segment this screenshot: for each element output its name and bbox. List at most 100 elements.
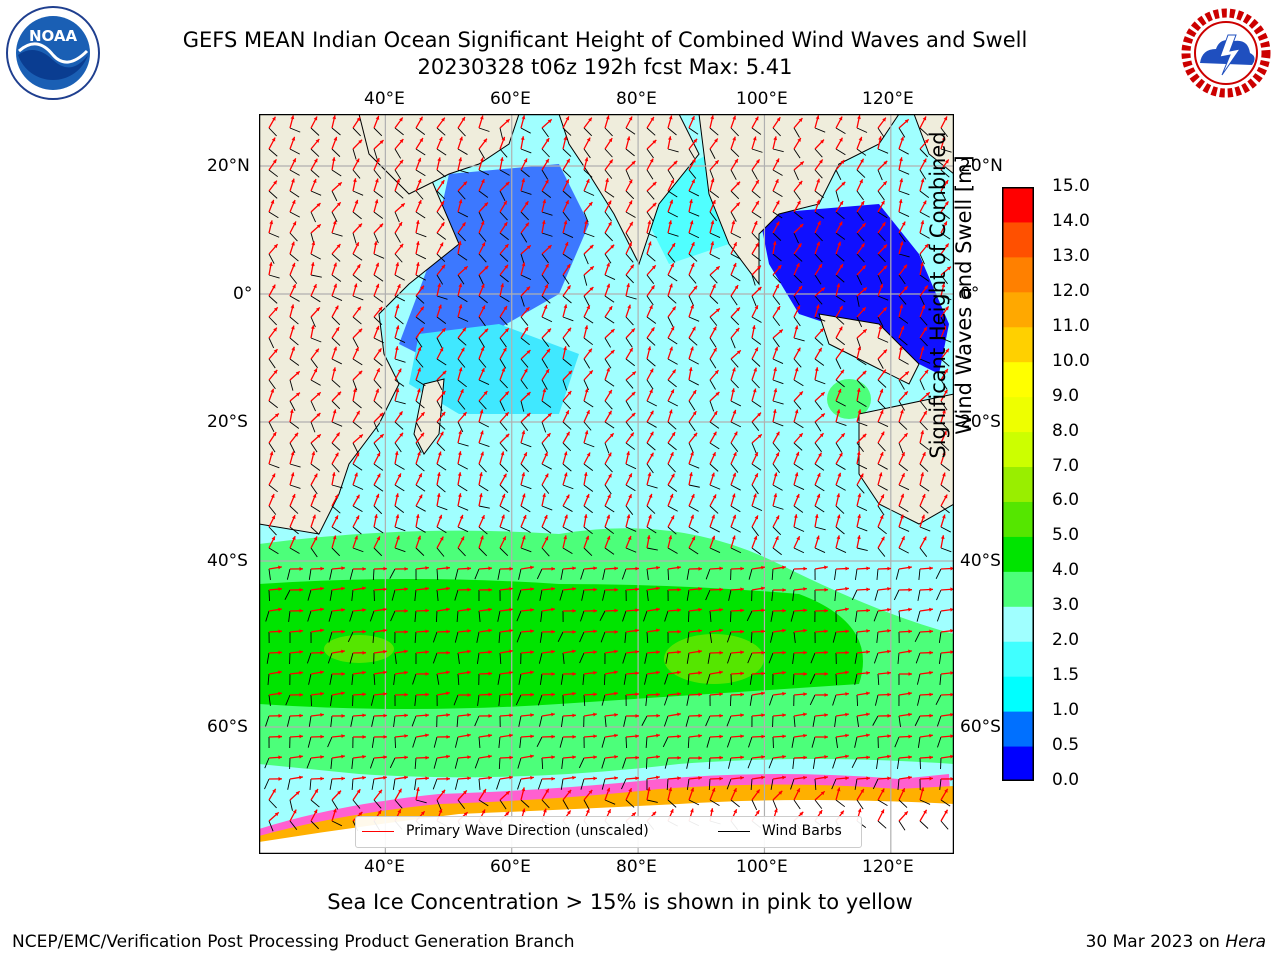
wave-direction-arrowhead xyxy=(740,713,744,718)
wind-barb xyxy=(897,778,900,790)
wind-barb xyxy=(918,568,921,580)
wind-barb xyxy=(709,148,716,159)
wind-barb xyxy=(604,484,612,495)
wind-barb xyxy=(562,547,573,555)
wind-barb xyxy=(667,379,677,388)
wave-direction-arrowhead xyxy=(362,629,366,634)
wave-direction-arrowhead xyxy=(395,493,399,498)
wave-direction-arrowhead xyxy=(887,671,891,675)
colorbar-swatch xyxy=(1002,187,1034,223)
wave-direction-arrowhead xyxy=(669,346,673,351)
wind-barb xyxy=(915,652,921,664)
wind-barb xyxy=(625,505,634,515)
wave-direction-arrowhead xyxy=(278,777,282,781)
wave-direction-arrowhead xyxy=(334,305,339,310)
wave-direction-arrowhead xyxy=(943,116,948,121)
wave-direction-arrowhead xyxy=(898,199,903,203)
wave-direction-arrowhead xyxy=(358,139,363,144)
wind-barb xyxy=(938,652,942,664)
wind-barb xyxy=(667,253,676,263)
wind-barb xyxy=(622,652,627,664)
wave-direction-arrowhead xyxy=(521,472,526,477)
wave-direction-arrowhead xyxy=(379,412,384,417)
wave-direction-arrowhead xyxy=(551,734,555,739)
wind-barb xyxy=(352,526,362,535)
wave-direction-arrowhead xyxy=(446,713,450,717)
wave-direction-arrowhead xyxy=(950,754,954,759)
wave-direction-arrowhead xyxy=(586,410,590,415)
wave-direction-arrowhead xyxy=(290,304,295,309)
wind-barb xyxy=(898,337,908,346)
wave-direction-arrowhead xyxy=(693,138,698,143)
wind-barb xyxy=(667,547,678,554)
wave-direction-arrowhead xyxy=(278,565,282,570)
wave-direction-arrowhead xyxy=(921,304,926,309)
wind-barb xyxy=(645,736,648,749)
wave-direction-arrowhead xyxy=(677,629,681,634)
wave-direction-arrowhead xyxy=(754,515,759,520)
wind-barb xyxy=(520,316,529,326)
wind-barb xyxy=(436,568,439,581)
wave-direction-arrowhead xyxy=(315,307,320,312)
wind-barb xyxy=(772,190,783,198)
wave-direction-arrowhead xyxy=(608,389,612,394)
colorbar-tick-label: 12.0 xyxy=(1052,280,1090,301)
wind-barb xyxy=(751,316,762,323)
wave-direction-arrowhead xyxy=(446,566,450,570)
wave-direction-arrowhead xyxy=(882,181,887,186)
wind-barb xyxy=(667,421,677,430)
wind-barb xyxy=(751,484,759,495)
wave-direction-arrowhead xyxy=(824,608,828,613)
wind-barb xyxy=(856,715,860,727)
wind-barb xyxy=(604,442,610,454)
wind-barb xyxy=(604,715,607,727)
wave-direction-arrowhead xyxy=(273,349,278,354)
wave-direction-arrowhead xyxy=(314,789,318,793)
colorbar-swatch xyxy=(1002,711,1034,747)
wind-barb xyxy=(436,337,443,349)
wave-direction-arrowhead xyxy=(523,158,528,163)
wave-direction-arrowhead xyxy=(358,370,363,375)
wind-barb xyxy=(373,799,382,809)
wind-barb xyxy=(394,484,405,492)
wind-barb xyxy=(898,190,910,196)
wind-barb xyxy=(328,610,333,622)
wind-barb xyxy=(604,274,616,280)
wind-barb xyxy=(394,505,405,513)
wind-barb xyxy=(646,358,656,367)
nws-logo-icon xyxy=(1178,5,1274,105)
wave-direction-arrowhead xyxy=(606,367,610,372)
wave-direction-arrowhead xyxy=(732,136,736,141)
wind-barb xyxy=(520,127,531,134)
wave-direction-arrowhead xyxy=(332,115,337,120)
wind-barb xyxy=(936,715,942,727)
wave-direction-arrowhead xyxy=(292,158,296,163)
wave-direction-arrowhead xyxy=(503,222,508,227)
wind-barb xyxy=(835,295,846,303)
wave-direction-arrowhead xyxy=(943,389,948,394)
wind-barb xyxy=(457,547,466,557)
wind-barb xyxy=(583,442,595,448)
wave-direction-arrowhead xyxy=(292,536,296,541)
wave-direction-arrowhead xyxy=(922,200,927,205)
wind-barb xyxy=(373,547,383,557)
wave-direction-arrowhead xyxy=(458,157,463,162)
colorbar-swatch xyxy=(1002,221,1034,258)
wave-direction-arrowhead xyxy=(614,691,618,696)
colorbar-tick-label: 6.0 xyxy=(1052,490,1080,511)
wind-barb xyxy=(373,421,379,433)
wind-barb xyxy=(268,589,270,602)
wave-direction-arrowhead xyxy=(457,241,462,246)
wind-barb xyxy=(310,442,318,453)
wave-direction-arrowhead xyxy=(627,535,632,540)
wind-barb xyxy=(583,547,593,556)
wind-barb xyxy=(391,589,396,601)
wave-direction-arrowhead xyxy=(467,566,471,571)
wave-direction-arrowhead xyxy=(320,607,324,612)
wave-direction-arrowhead xyxy=(796,788,800,793)
wind-barb xyxy=(687,673,690,685)
wave-direction-arrowhead xyxy=(908,607,912,612)
wave-direction-arrowhead xyxy=(887,713,891,718)
wave-direction-arrowhead xyxy=(341,629,345,634)
wind-barb xyxy=(478,274,485,286)
